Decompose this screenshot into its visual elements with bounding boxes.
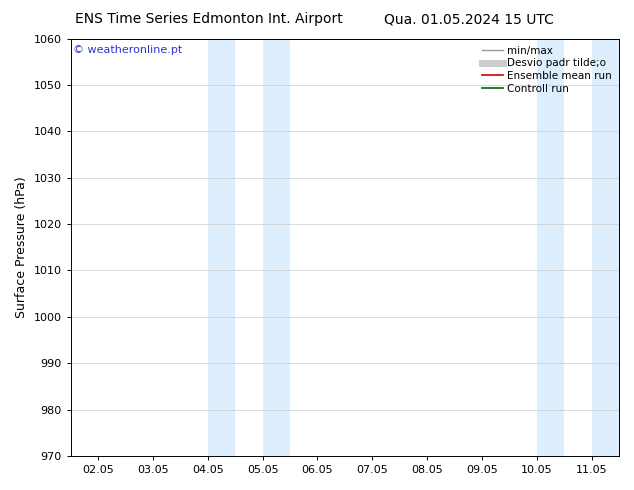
Bar <box>537 39 564 456</box>
Text: Qua. 01.05.2024 15 UTC: Qua. 01.05.2024 15 UTC <box>384 12 554 26</box>
Bar <box>208 39 235 456</box>
Y-axis label: Surface Pressure (hPa): Surface Pressure (hPa) <box>15 176 28 318</box>
Bar <box>592 39 619 456</box>
Text: ENS Time Series Edmonton Int. Airport: ENS Time Series Edmonton Int. Airport <box>75 12 343 26</box>
Legend: min/max, Desvio padr tilde;o, Ensemble mean run, Controll run: min/max, Desvio padr tilde;o, Ensemble m… <box>480 44 614 96</box>
Text: © weatheronline.pt: © weatheronline.pt <box>74 45 183 55</box>
Bar <box>262 39 290 456</box>
